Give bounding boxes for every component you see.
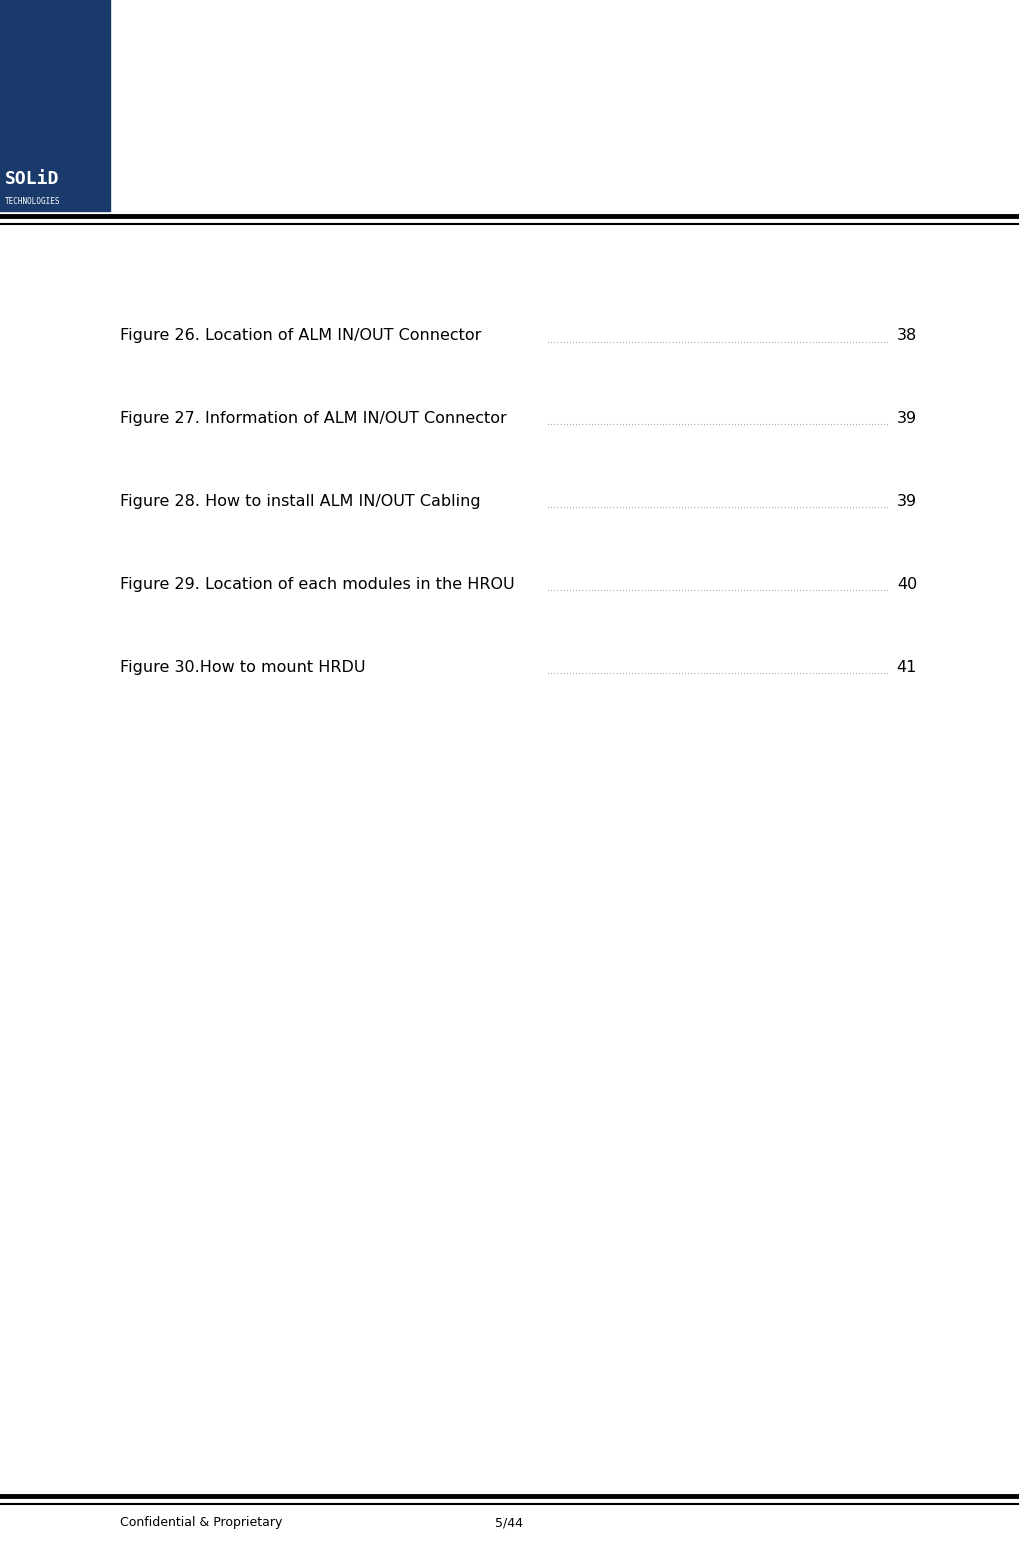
Text: SOLiD: SOLiD [5,169,59,188]
Text: Figure 27. Information of ALM IN/OUT Connector: Figure 27. Information of ALM IN/OUT Con… [120,411,507,427]
Text: Figure 28. How to install ALM IN/OUT Cabling: Figure 28. How to install ALM IN/OUT Cab… [120,494,481,510]
Bar [0,0,110,211]
Text: 5/44: 5/44 [495,1516,524,1529]
Text: 39: 39 [897,411,917,427]
Text: Figure 30.How to mount HRDU: Figure 30.How to mount HRDU [120,660,366,675]
Text: Figure 29. Location of each modules in the HROU: Figure 29. Location of each modules in t… [120,577,515,592]
Text: 38: 38 [897,328,917,344]
Text: 39: 39 [897,494,917,510]
Text: Figure 26. Location of ALM IN/OUT Connector: Figure 26. Location of ALM IN/OUT Connec… [120,328,482,344]
Text: Confidential & Proprietary: Confidential & Proprietary [120,1516,282,1529]
Text: 41: 41 [897,660,917,675]
Text: TECHNOLOGIES: TECHNOLOGIES [5,197,60,206]
Text: 40: 40 [897,577,917,592]
